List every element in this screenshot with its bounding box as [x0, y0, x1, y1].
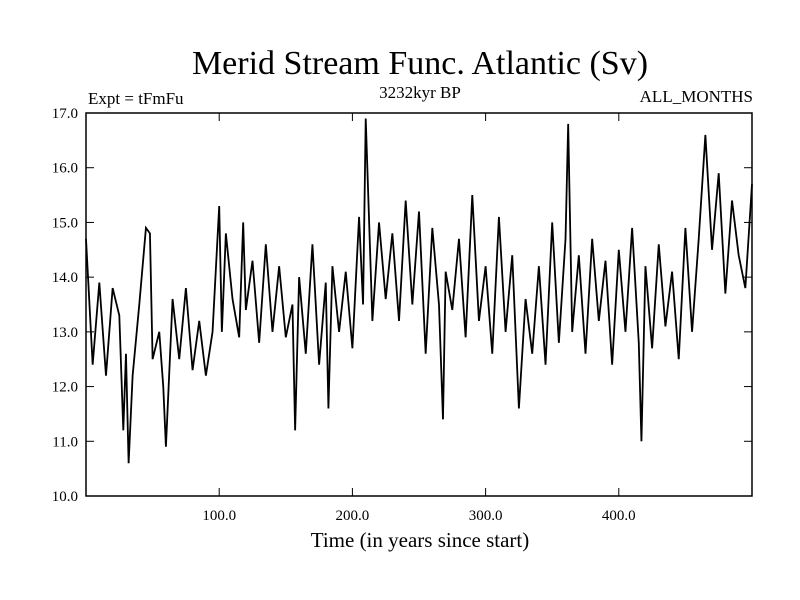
- time-period-label: 3232kyr BP: [379, 83, 461, 102]
- axis-ticks: 100.0 200.0 300.0 400.0 10.0 11.0 12.0 13.0 14.0…: [52, 106, 752, 524]
- y-tick-label: 14.0: [52, 270, 78, 286]
- y-tick-label: 11.0: [52, 434, 78, 450]
- y-tick-label: 15.0: [52, 215, 78, 231]
- y-tick-label: 12.0: [52, 380, 78, 396]
- x-axis-label: Time (in years since start): [311, 528, 530, 552]
- x-tick-label: 200.0: [336, 508, 370, 524]
- x-tick-label: 400.0: [602, 508, 636, 524]
- x-tick-label: 300.0: [469, 508, 503, 524]
- months-label: ALL_MONTHS: [640, 87, 753, 106]
- chart-title: Merid Stream Func. Atlantic (Sv): [192, 45, 648, 82]
- series-line: [85, 118, 753, 464]
- plot-frame: [85, 112, 753, 497]
- x-tick-label: 100.0: [202, 508, 236, 524]
- experiment-label: Expt = tFmFu: [88, 89, 184, 108]
- y-tick-label: 13.0: [52, 325, 78, 341]
- y-tick-label: 16.0: [52, 161, 78, 177]
- y-tick-label: 17.0: [52, 106, 78, 122]
- data-series-layer: [85, 118, 753, 464]
- y-tick-label: 10.0: [52, 489, 78, 505]
